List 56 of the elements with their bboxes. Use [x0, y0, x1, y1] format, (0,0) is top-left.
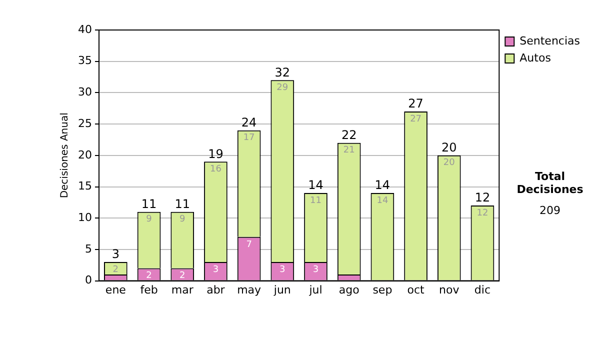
data-label: 2 [179, 271, 186, 282]
y-tick-label: 10 [78, 210, 92, 224]
data-label: 3 [312, 264, 319, 275]
x-tick-label: mar [171, 283, 194, 296]
data-label: 27 [410, 114, 422, 124]
legend-label: Autos [520, 51, 552, 64]
x-tick-label: sep [372, 283, 392, 296]
total-label: 22 [341, 128, 357, 142]
total-label: 20 [441, 140, 457, 155]
total-label: 19 [208, 146, 224, 161]
x-tick-label: nov [439, 283, 460, 296]
data-label: 17 [243, 133, 255, 144]
data-label: 16 [210, 164, 222, 175]
total-label: 32 [274, 65, 290, 80]
data-label: 7 [246, 240, 252, 250]
data-label: 12 [476, 208, 488, 218]
data-label: 2 [146, 271, 152, 282]
y-axis-title: Decisiones Anual [60, 112, 71, 198]
data-label: 11 [310, 196, 322, 206]
text: 209 [538, 204, 562, 217]
data-label: 9 [179, 214, 186, 225]
y-tick-label: 35 [78, 54, 92, 68]
y-tick-label: 5 [84, 242, 92, 256]
total-label: 3 [112, 247, 120, 262]
y-tick-label: 0 [84, 274, 92, 287]
y-tick-label: 30 [78, 86, 92, 99]
data-label: 3 [212, 264, 219, 275]
total-label: 11 [174, 196, 190, 211]
data-label: 3 [280, 264, 286, 275]
data-label: 14 [376, 196, 388, 206]
total-label: 14 [308, 178, 324, 192]
x-tick-label: may [237, 283, 262, 296]
total-label: 12 [474, 190, 490, 205]
x-tick-label: jun [272, 283, 291, 296]
y-tick-label: 40 [78, 22, 92, 36]
y-tick-label: 15 [78, 180, 92, 193]
total-label: 24 [241, 115, 257, 130]
x-tick-label: jul [308, 283, 322, 296]
y-tick-label: 25 [78, 116, 92, 130]
x-tick-label: abr [206, 283, 226, 296]
y-tick-label: 20 [78, 148, 92, 162]
data-label: 9 [146, 214, 152, 225]
x-tick-label: ene [105, 283, 126, 296]
x-tick-label: ago [338, 283, 360, 296]
total-label: 27 [408, 96, 424, 111]
data-label: 21 [343, 146, 355, 156]
x-tick-label: oct [407, 283, 426, 296]
data-label: 2 [112, 264, 119, 275]
x-tick-label: dic [474, 283, 491, 296]
text: Total Decisiones [516, 170, 584, 196]
x-tick-label: feb [140, 283, 158, 296]
data-label: 29 [276, 83, 288, 94]
data-label: 20 [443, 158, 456, 168]
total-label: 14 [374, 178, 390, 192]
legend-label: Sentencias [520, 34, 580, 48]
total-label: 11 [141, 196, 157, 211]
